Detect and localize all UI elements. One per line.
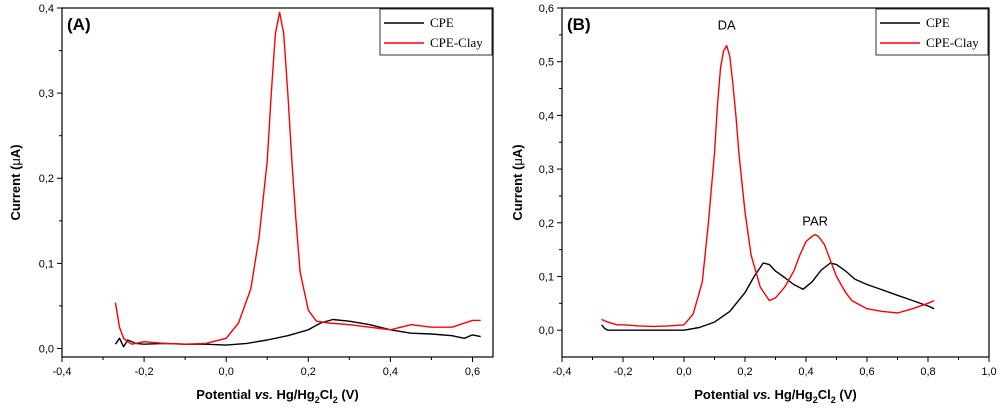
plot-frame xyxy=(61,7,494,358)
x-axis-title-italic: vs. xyxy=(753,387,771,402)
y-tick-label: 0,6 xyxy=(539,3,554,15)
y-tick-label: 0,3 xyxy=(39,88,54,100)
y-axis-title-part: A) xyxy=(8,144,23,158)
y-tick-label: 0,2 xyxy=(39,173,54,185)
x-axis-title-part: Hg/Hg xyxy=(273,387,315,402)
y-tick-label: 0,4 xyxy=(539,110,554,122)
series-line-cpe xyxy=(601,262,935,331)
series-line-cpe-clay xyxy=(114,11,481,345)
x-axis-title-subscript: 2 xyxy=(315,395,320,405)
y-axis-title: Current (μA) xyxy=(8,144,23,220)
panel-label: (B) xyxy=(567,15,591,34)
y-tick-label: 0,1 xyxy=(539,271,554,283)
y-tick-label: 0,4 xyxy=(39,3,54,15)
y-axis-title-mu: μ xyxy=(510,158,525,166)
legend-box xyxy=(379,8,493,56)
x-tick-label: 0,2 xyxy=(301,366,316,378)
x-tick-label: -0,4 xyxy=(553,366,572,378)
annotation-par: PAR xyxy=(802,213,828,228)
series-line-cpe-clay xyxy=(601,44,935,328)
y-tick-label: 0,2 xyxy=(539,218,554,230)
x-tick-label: 0,0 xyxy=(676,366,691,378)
x-axis-title-subscript: 2 xyxy=(333,395,338,405)
x-axis-title-part: (V) xyxy=(836,387,857,402)
x-axis-title-part: Cl xyxy=(320,387,333,402)
x-axis-title-part: (V) xyxy=(338,387,359,402)
x-axis-title: Potential vs. Hg/Hg2Cl2 (V) xyxy=(694,387,856,405)
x-axis-title-italic: vs. xyxy=(255,387,273,402)
x-axis-title: Potential vs. Hg/Hg2Cl2 (V) xyxy=(196,387,358,405)
x-tick-label: -0,4 xyxy=(53,366,72,378)
y-tick-label: 0,1 xyxy=(39,258,54,270)
y-tick-label: 0,5 xyxy=(539,57,554,69)
x-axis-title-subscript: 2 xyxy=(813,395,818,405)
panel-b: -0,4 -0,2 0,0 0,2 0,4 0,6 0,8 1,0 0,0 0,1 0,2 0,3 0,… xyxy=(510,3,997,405)
legend-label: CPE xyxy=(430,15,454,30)
y-tick-label: 0,0 xyxy=(539,325,554,337)
legend-label: CPE-Clay xyxy=(430,35,483,50)
x-axis-title-part: Cl xyxy=(818,387,831,402)
x-tick-label: 0,6 xyxy=(465,366,480,378)
x-tick-label: 0,6 xyxy=(859,366,874,378)
x-tick-label: -0,2 xyxy=(135,366,154,378)
x-tick-label: 0,4 xyxy=(383,366,398,378)
y-axis-title: Current (μA) xyxy=(510,144,525,220)
y-axis-title-mu: μ xyxy=(8,158,23,166)
x-tick-label: -0,2 xyxy=(614,366,633,378)
y-axis-title-part: Current ( xyxy=(510,165,525,221)
series-line-cpe xyxy=(114,318,481,348)
legend-label: CPE xyxy=(926,15,950,30)
y-axis-title-part: A) xyxy=(510,144,525,158)
x-tick-label: 0,0 xyxy=(219,366,234,378)
x-axis-title-part: Potential xyxy=(694,387,753,402)
x-axis-title-part: Hg/Hg xyxy=(771,387,813,402)
y-axis-title-part: Current ( xyxy=(8,165,23,221)
panel-a: -0,4 -0,2 0,0 0,2 0,4 0,60,00,10,20,30,4CPECP… xyxy=(8,3,494,405)
x-axis-title-part: Potential xyxy=(196,387,255,402)
annotation-da: DA xyxy=(718,17,736,32)
panel-label: (A) xyxy=(67,15,91,34)
x-tick-label: 0,4 xyxy=(798,366,813,378)
y-tick-label: 0,3 xyxy=(539,164,554,176)
legend: CPE CPE-Clay xyxy=(875,8,989,56)
x-tick-label: 1,0 xyxy=(981,366,996,378)
legend-box xyxy=(875,8,989,56)
legend: CPE CPE-Clay xyxy=(379,8,493,56)
y-tick-label: 0,0 xyxy=(39,343,54,355)
legend-label: CPE-Clay xyxy=(926,35,979,50)
x-tick-label: 0,2 xyxy=(737,366,752,378)
x-axis-title-subscript: 2 xyxy=(831,395,836,405)
x-tick-label: 0,8 xyxy=(920,366,935,378)
